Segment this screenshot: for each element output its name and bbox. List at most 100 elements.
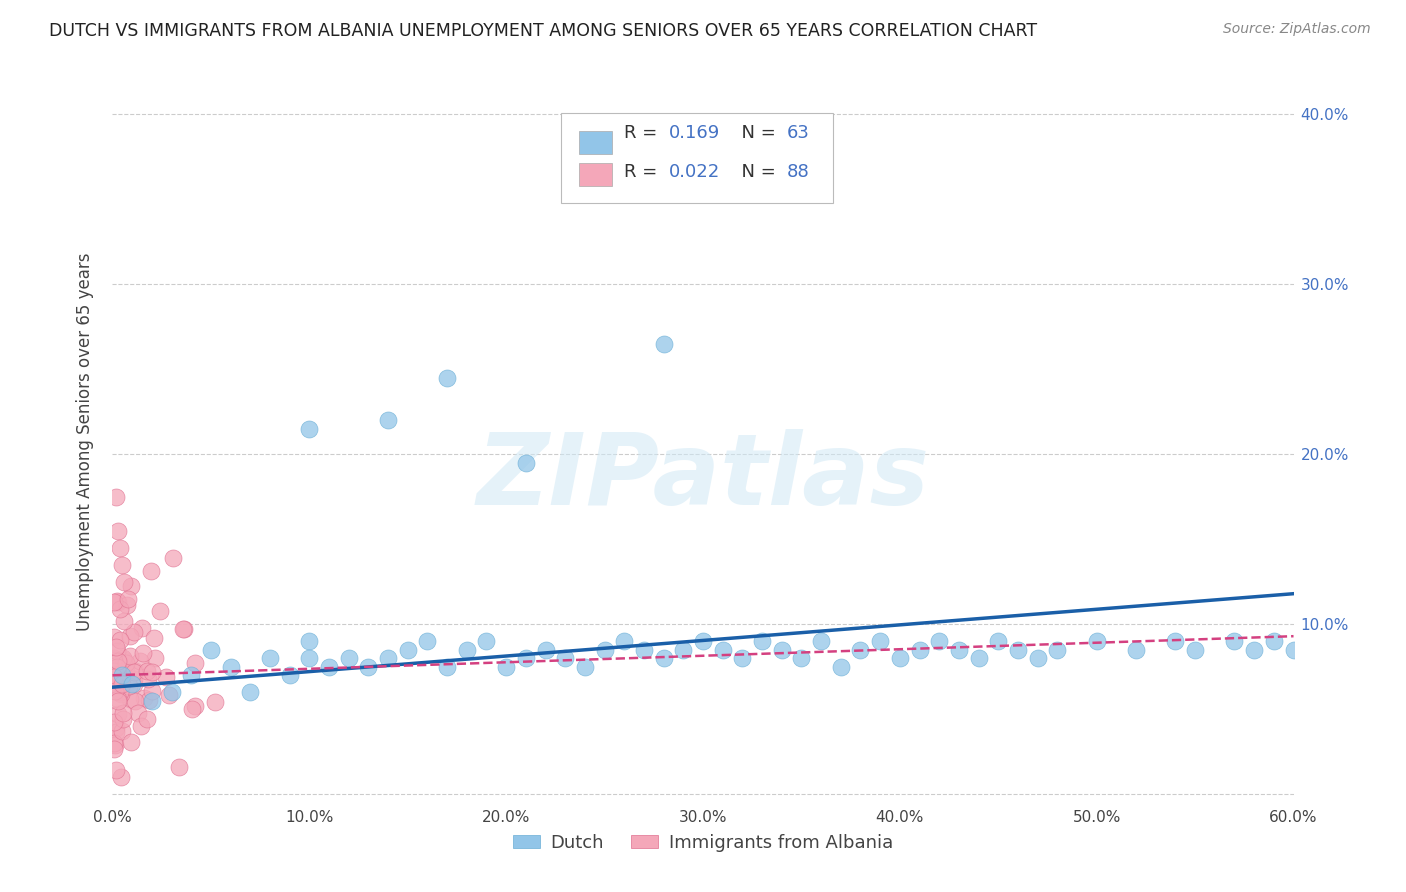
- Immigrants from Albania: [111, 558, 134, 572]
- Dutch: [869, 634, 891, 648]
- Dutch: [141, 694, 163, 708]
- Immigrants from Albania: [107, 694, 129, 708]
- Dutch: [416, 634, 439, 648]
- Text: R =: R =: [624, 163, 662, 181]
- Dutch: [515, 651, 537, 665]
- Immigrants from Albania: [118, 648, 141, 663]
- Dutch: [1026, 651, 1049, 665]
- Dutch: [928, 634, 950, 648]
- Immigrants from Albania: [124, 664, 146, 678]
- Immigrants from Albania: [157, 689, 180, 703]
- Dutch: [574, 660, 596, 674]
- Immigrants from Albania: [136, 712, 159, 726]
- Text: DUTCH VS IMMIGRANTS FROM ALBANIA UNEMPLOYMENT AMONG SENIORS OVER 65 YEARS CORREL: DUTCH VS IMMIGRANTS FROM ALBANIA UNEMPLO…: [49, 22, 1038, 40]
- Dutch: [554, 651, 576, 665]
- Immigrants from Albania: [115, 656, 138, 670]
- Dutch: [790, 651, 813, 665]
- Dutch: [259, 651, 281, 665]
- Immigrants from Albania: [112, 614, 135, 628]
- Dutch: [889, 651, 911, 665]
- Dutch: [534, 642, 557, 657]
- Dutch: [613, 634, 636, 648]
- Dutch: [239, 685, 262, 699]
- Dutch: [770, 642, 793, 657]
- Dutch: [987, 634, 1010, 648]
- Dutch: [751, 634, 773, 648]
- Immigrants from Albania: [139, 564, 162, 578]
- Dutch: [495, 660, 517, 674]
- Dutch: [396, 642, 419, 657]
- Dutch: [200, 642, 222, 657]
- Text: ZIPatlas: ZIPatlas: [477, 429, 929, 526]
- Dutch: [1243, 642, 1265, 657]
- Dutch: [948, 642, 970, 657]
- Immigrants from Albania: [108, 684, 131, 698]
- Immigrants from Albania: [103, 594, 125, 608]
- Immigrants from Albania: [112, 651, 135, 665]
- Immigrants from Albania: [103, 742, 125, 756]
- Dutch: [298, 422, 321, 436]
- Immigrants from Albania: [107, 706, 129, 721]
- Immigrants from Albania: [120, 578, 142, 592]
- Dutch: [731, 150, 754, 164]
- Immigrants from Albania: [122, 665, 145, 680]
- Immigrants from Albania: [105, 594, 128, 608]
- Immigrants from Albania: [173, 622, 195, 636]
- Dutch: [810, 634, 832, 648]
- Immigrants from Albania: [167, 759, 190, 773]
- Dutch: [436, 660, 458, 674]
- Immigrants from Albania: [155, 669, 177, 683]
- Dutch: [849, 642, 872, 657]
- Dutch: [1223, 634, 1246, 648]
- Immigrants from Albania: [105, 725, 128, 739]
- Dutch: [278, 668, 301, 682]
- Immigrants from Albania: [110, 770, 132, 784]
- Immigrants from Albania: [143, 651, 166, 665]
- Immigrants from Albania: [103, 630, 125, 644]
- Immigrants from Albania: [115, 598, 138, 612]
- Dutch: [1263, 634, 1285, 648]
- Dutch: [436, 371, 458, 385]
- Dutch: [318, 660, 340, 674]
- Legend: Dutch, Immigrants from Albania: Dutch, Immigrants from Albania: [505, 826, 901, 859]
- Immigrants from Albania: [104, 668, 127, 682]
- Immigrants from Albania: [105, 763, 128, 777]
- FancyBboxPatch shape: [561, 112, 832, 203]
- Dutch: [908, 642, 931, 657]
- Immigrants from Albania: [162, 551, 184, 566]
- Immigrants from Albania: [149, 604, 172, 618]
- Dutch: [111, 668, 134, 682]
- Immigrants from Albania: [107, 692, 129, 706]
- Immigrants from Albania: [105, 644, 128, 658]
- Immigrants from Albania: [103, 736, 125, 750]
- Immigrants from Albania: [103, 670, 125, 684]
- Immigrants from Albania: [118, 692, 141, 706]
- Dutch: [298, 651, 321, 665]
- Dutch: [1282, 642, 1305, 657]
- Text: 0.169: 0.169: [669, 124, 720, 142]
- Dutch: [652, 336, 675, 351]
- Immigrants from Albania: [110, 682, 132, 697]
- FancyBboxPatch shape: [579, 163, 612, 186]
- Immigrants from Albania: [111, 723, 134, 738]
- Immigrants from Albania: [104, 677, 127, 691]
- Immigrants from Albania: [104, 738, 127, 752]
- Immigrants from Albania: [103, 664, 125, 678]
- Dutch: [1164, 634, 1187, 648]
- Immigrants from Albania: [103, 651, 125, 665]
- Immigrants from Albania: [128, 654, 150, 668]
- Text: Source: ZipAtlas.com: Source: ZipAtlas.com: [1223, 22, 1371, 37]
- Dutch: [377, 413, 399, 427]
- Dutch: [1184, 642, 1206, 657]
- Immigrants from Albania: [105, 490, 128, 504]
- Dutch: [1125, 642, 1147, 657]
- FancyBboxPatch shape: [579, 131, 612, 154]
- Text: 88: 88: [787, 163, 810, 181]
- Dutch: [1046, 642, 1069, 657]
- Immigrants from Albania: [103, 715, 125, 730]
- Dutch: [692, 634, 714, 648]
- Immigrants from Albania: [124, 693, 146, 707]
- Dutch: [121, 677, 143, 691]
- Immigrants from Albania: [112, 574, 135, 589]
- Immigrants from Albania: [105, 640, 128, 655]
